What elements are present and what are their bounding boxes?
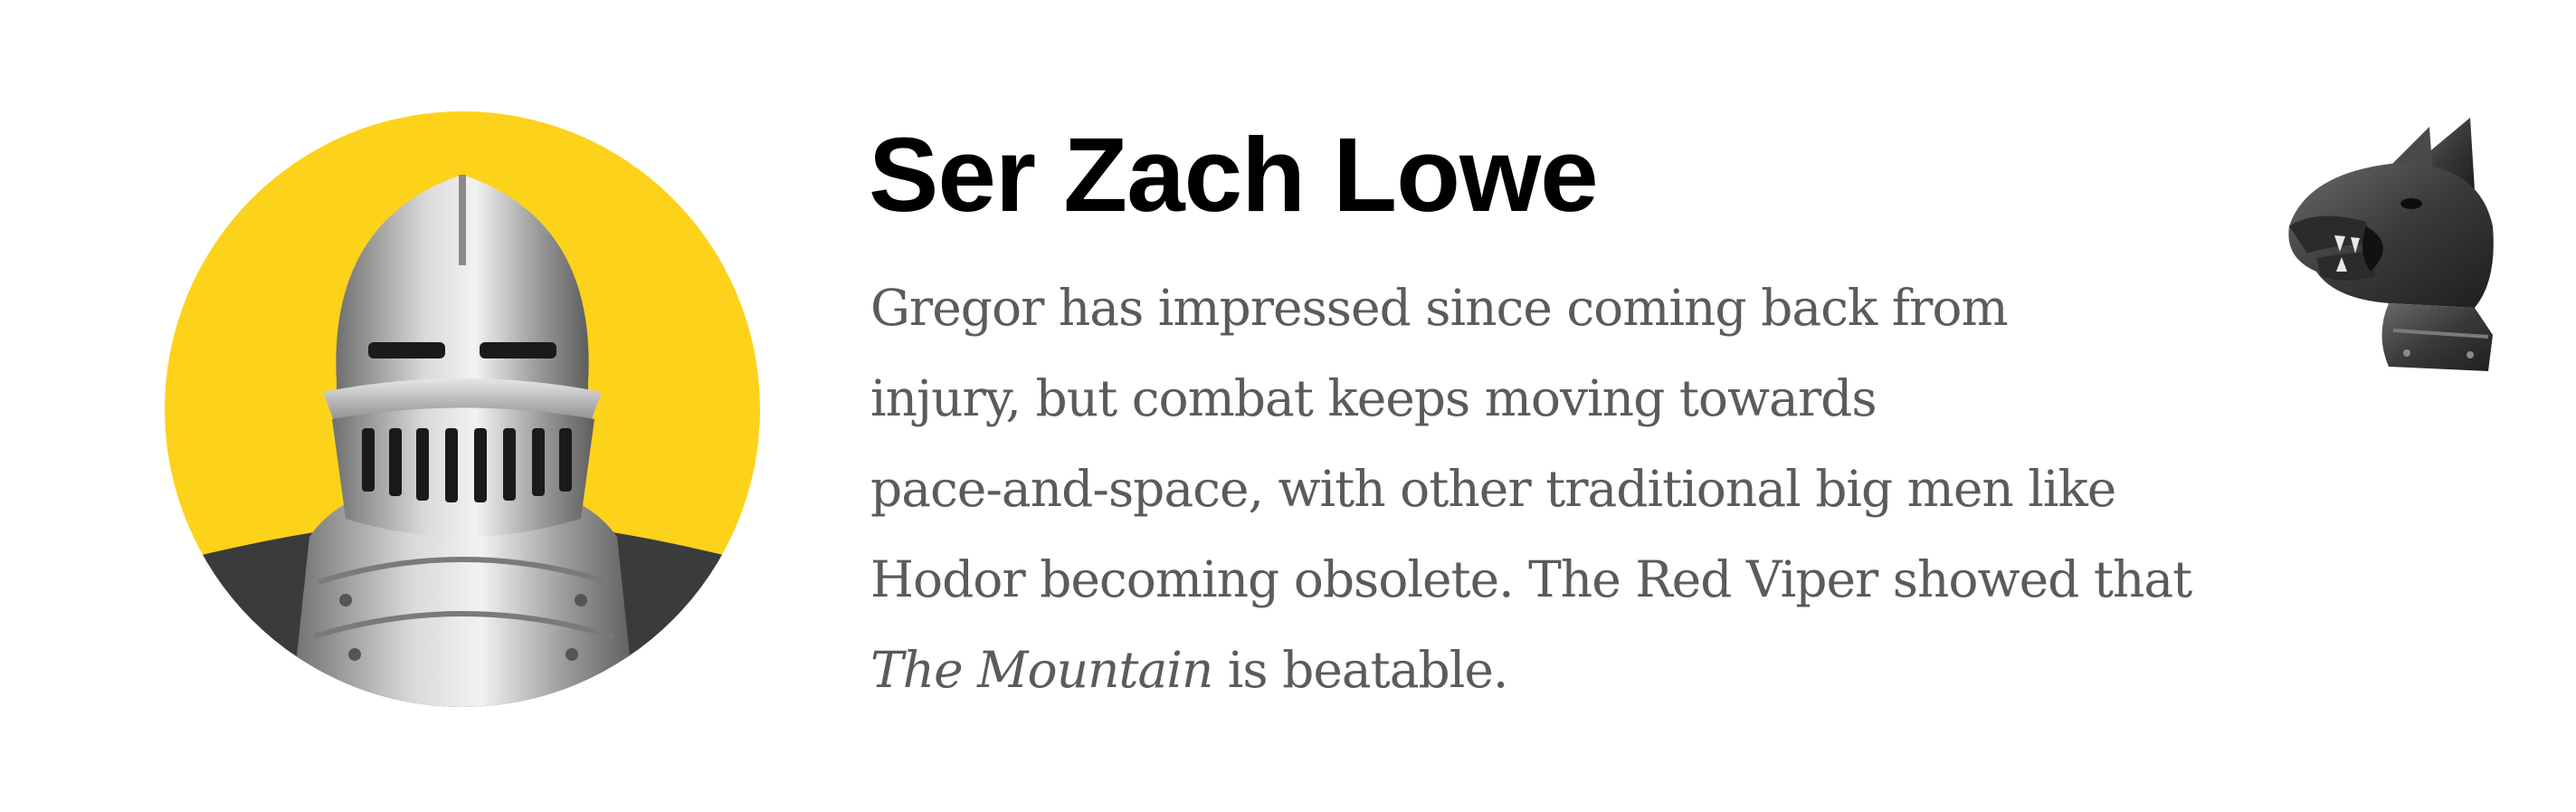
hound-helm-icon bbox=[2280, 109, 2506, 371]
bio-line-last: The Mountain is beatable. bbox=[870, 625, 2318, 715]
profile-name: Ser Zach Lowe bbox=[869, 116, 1599, 234]
bio-last-rest: is beatable. bbox=[1212, 641, 1509, 699]
bio-line: injury, but combat keeps moving towards bbox=[870, 369, 1877, 427]
avatar bbox=[165, 111, 760, 707]
bio-line: Gregor has impressed since coming back f… bbox=[870, 279, 2009, 337]
bio-line: Hodor becoming obsolete. The Red Viper s… bbox=[870, 550, 2192, 608]
bio-line: pace-and-space, with other traditional b… bbox=[870, 460, 2116, 518]
profile-bio: Gregor has impressed since coming back f… bbox=[870, 263, 2318, 715]
bio-emphasis: The Mountain bbox=[870, 641, 1213, 699]
knight-helmet-icon bbox=[165, 111, 760, 707]
